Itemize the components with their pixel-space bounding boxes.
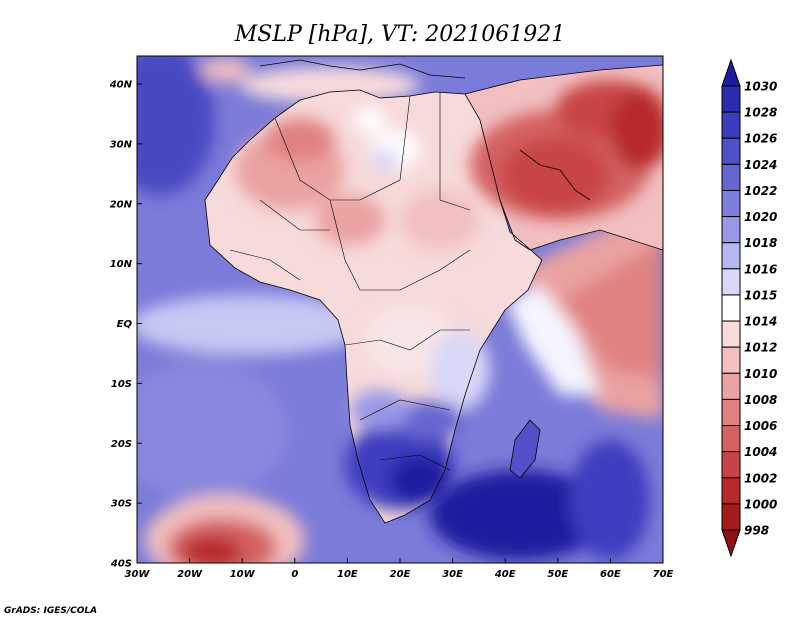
colorbar-label: 1012: [744, 341, 777, 355]
x-tick-label: 20E: [390, 569, 411, 580]
map-title: MSLP [hPa], VT: 2021061921: [234, 22, 565, 47]
y-tick-label: EQ: [117, 319, 133, 330]
colorbar-segment: [721, 189, 741, 218]
colorbar-segment: [721, 216, 741, 244]
x-tick-label: 30E: [442, 569, 463, 580]
colorbar-label: 1006: [744, 419, 777, 433]
colorbar-segment: [721, 503, 741, 531]
colorbar-label: 1010: [744, 367, 777, 381]
x-tick-label: 10E: [337, 569, 358, 580]
colorbar-label: 1002: [744, 471, 777, 485]
colorbar-segment: [721, 294, 741, 322]
colorbar-label: 1000: [744, 497, 777, 511]
colorbar-segment: [721, 268, 741, 296]
colorbar-label: 1014: [744, 315, 777, 329]
x-tick-label: 0: [291, 569, 298, 580]
y-tick-label: 30S: [111, 499, 132, 510]
x-tick-label: 40E: [494, 569, 516, 580]
colorbar-label: 1026: [744, 132, 777, 146]
colorbar-segment: [721, 346, 741, 374]
colorbar-label: 1018: [744, 236, 777, 250]
x-axis: 30W 20W 10W 0 10E 20E 30E 40E 50E 60E 70E: [125, 558, 674, 580]
colorbar-label: 1028: [744, 106, 777, 120]
colorbar-label: 1022: [744, 184, 777, 198]
y-axis: 40N 30N 20N 10N EQ 10S 20S 30S 40S: [109, 80, 142, 570]
colorbar-segment: [721, 163, 741, 191]
colorbar-segment: [721, 425, 741, 453]
colorbar-segment: [721, 372, 741, 400]
x-tick-label: 20W: [177, 569, 203, 580]
pressure-field: [137, 56, 663, 563]
colorbar-segment: [721, 451, 741, 479]
colorbar-segment: [721, 477, 741, 505]
colorbar-segment: [721, 242, 741, 270]
x-tick-label: 60E: [600, 569, 621, 580]
x-tick-label: 10W: [230, 569, 256, 580]
colorbar-top-arrow: [721, 58, 741, 87]
colorbar-label: 1015: [744, 288, 777, 302]
y-tick-label: 30N: [110, 139, 133, 150]
colorbar-label: 1030: [744, 80, 777, 94]
y-tick-label: 20N: [110, 199, 133, 210]
colorbar-label: 998: [744, 524, 769, 538]
colorbar-label: 1016: [744, 262, 777, 276]
x-tick-label: 50E: [547, 569, 568, 580]
grads-credit: GrADS: IGES/COLA: [4, 606, 97, 616]
colorbar-segment: [721, 320, 741, 348]
y-tick-label: 40S: [110, 559, 132, 570]
colorbar-segment: [721, 137, 741, 165]
y-tick-label: 20S: [111, 439, 132, 450]
y-tick-label: 10S: [111, 379, 132, 390]
colorbar-label: 1008: [744, 393, 777, 407]
colorbar-segment: [721, 111, 741, 139]
colorbar-label: 1004: [744, 445, 777, 459]
y-tick-label: 40N: [109, 80, 133, 91]
colorbar-label: 1020: [744, 210, 777, 224]
y-tick-label: 10N: [110, 259, 133, 270]
x-tick-label: 70E: [653, 569, 674, 580]
colorbar: 1030 1028 1026 1024 1022 1020 1018 1016 1015 1014…: [721, 58, 777, 558]
colorbar-segment: [721, 398, 741, 427]
coastlines: [204, 59, 663, 524]
colorbar-label: 1024: [744, 158, 777, 172]
borders: [229, 92, 471, 471]
x-tick-label: 30W: [125, 569, 151, 580]
colorbar-bottom-arrow: [721, 529, 741, 558]
colorbar-segment: [721, 85, 741, 113]
